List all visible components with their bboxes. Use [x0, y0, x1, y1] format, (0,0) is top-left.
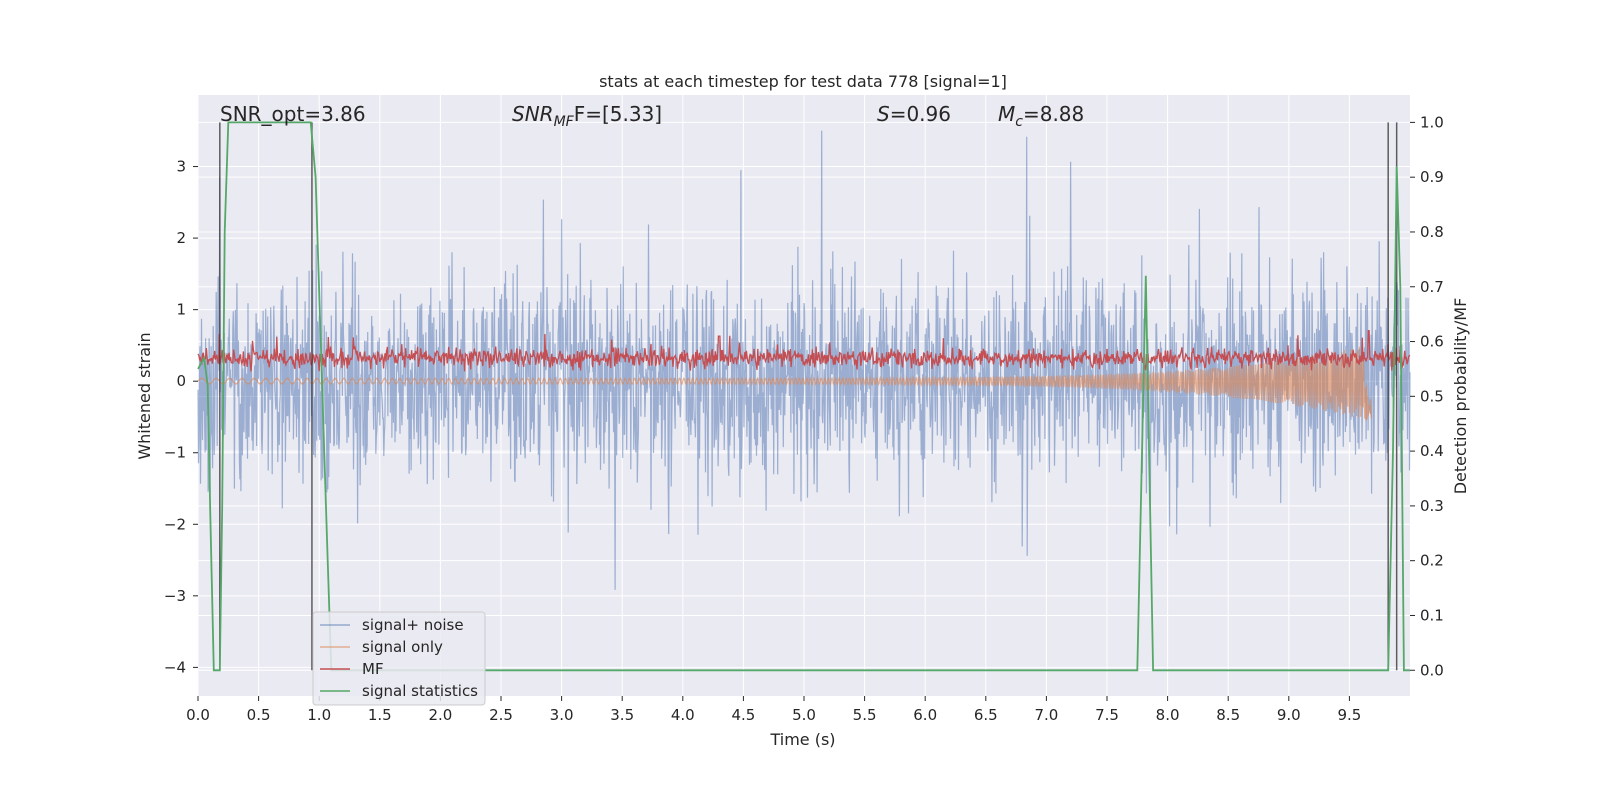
snr-mf-suffix: F=[5.33] — [574, 102, 662, 126]
y-tick-label: 1 — [176, 301, 186, 319]
x-tick-label: 9.0 — [1277, 706, 1301, 724]
x-tick-label: 4.5 — [731, 706, 755, 724]
y-tick-label: 0 — [176, 372, 186, 390]
x-tick-label: 8.5 — [1216, 706, 1240, 724]
x-tick-label: 5.0 — [792, 706, 816, 724]
legend-label: MF — [362, 660, 384, 678]
y-right-tick-label: 0.5 — [1420, 387, 1444, 405]
series-line — [197, 329, 1411, 372]
x-tick-label: 1.0 — [307, 706, 331, 724]
x-tick-label: 7.5 — [1095, 706, 1119, 724]
series-line — [197, 121, 1410, 672]
y-axis-right-ticks: 1.0 0.9 0.8 0.7 0.6 0.5 0.4 0.3 0.2 0.1 0.0 — [1410, 113, 1444, 679]
x-tick-label: 6.0 — [913, 706, 937, 724]
y-tick-label: −2 — [164, 515, 186, 533]
legend-label: signal+ noise — [362, 616, 464, 634]
y-right-tick-label: 0.6 — [1420, 333, 1444, 351]
y-tick-label: −3 — [164, 587, 186, 605]
series-line — [197, 130, 1411, 590]
y-right-tick-label: 0.3 — [1420, 497, 1444, 515]
series-line — [197, 346, 1372, 421]
s-value: =0.96 — [890, 102, 951, 126]
mc-label: M — [998, 102, 1015, 126]
series-signal-only — [197, 346, 1372, 421]
x-axis-ticks: 0.0 0.5 1.0 1.5 2.0 2.5 3.0 3.5 4.0 4.5 5.0 5.5 6.0 6… — [186, 696, 1361, 724]
legend-item-signal-only: signal only — [320, 638, 443, 656]
x-tick-label: 7.0 — [1034, 706, 1058, 724]
series-mf — [197, 329, 1411, 372]
annotations: SNR_opt=3.86 SNRMFF=[5.33] S=0.96 Mc=8.8… — [220, 102, 1084, 130]
y-right-tick-label: 1.0 — [1420, 113, 1444, 131]
annotation-snr-opt: SNR_opt=3.86 — [220, 102, 366, 126]
y-right-tick-label: 0.9 — [1420, 168, 1444, 186]
legend-box — [312, 611, 486, 706]
y-axis-ticks: 3 2 1 0 −1 −2 −3 −4 — [164, 158, 198, 676]
snr-mf-prefix: SNR — [512, 102, 554, 126]
y-right-tick-label: 0.1 — [1420, 606, 1444, 624]
chart-title: stats at each timestep for test data 778… — [599, 72, 1007, 91]
x-tick-label: 9.5 — [1337, 706, 1361, 724]
mc-value: =8.88 — [1023, 102, 1084, 126]
legend-item-signal-statistics: signal statistics — [320, 682, 478, 700]
x-tick-label: 3.0 — [550, 706, 574, 724]
y-right-tick-label: 0.7 — [1420, 278, 1444, 296]
x-tick-label: 4.0 — [671, 706, 695, 724]
x-tick-label: 3.5 — [610, 706, 634, 724]
legend-label: signal statistics — [362, 682, 478, 700]
legend-label: signal only — [362, 638, 443, 656]
mc-sub: c — [1015, 114, 1023, 130]
y-tick-label: −1 — [164, 444, 186, 462]
series-signal-noise — [197, 130, 1411, 590]
y-axis-right-label: Detection probability/MF — [1451, 298, 1470, 495]
x-tick-label: 2.0 — [428, 706, 452, 724]
legend-item-signal-noise: signal+ noise — [320, 616, 464, 634]
annotation-s: S=0.96 — [877, 102, 951, 126]
y-right-tick-label: 0.8 — [1420, 223, 1444, 241]
x-tick-label: 1.5 — [368, 706, 392, 724]
s-label: S — [877, 102, 890, 126]
snr-mf-sub: MF — [554, 114, 575, 130]
y-right-tick-label: 0.4 — [1420, 442, 1444, 460]
annotation-snr-mf: SNRMFF=[5.33] — [512, 102, 662, 130]
legend: signal+ noise signal only MF signal stat… — [312, 611, 486, 706]
y-tick-label: 3 — [176, 158, 186, 176]
series-signal-statistics — [197, 121, 1410, 672]
y-right-tick-label: 0.2 — [1420, 552, 1444, 570]
y-tick-label: −4 — [164, 658, 186, 676]
x-tick-label: 0.5 — [247, 706, 271, 724]
x-tick-label: 6.5 — [974, 706, 998, 724]
y-right-tick-label: 0.0 — [1420, 661, 1444, 679]
x-tick-label: 5.5 — [853, 706, 877, 724]
x-tick-label: 8.0 — [1156, 706, 1180, 724]
y-tick-label: 2 — [176, 229, 186, 247]
y-axis-label: Whitened strain — [135, 332, 154, 459]
legend-item-mf: MF — [320, 660, 384, 678]
annotation-mc: Mc=8.88 — [998, 102, 1084, 130]
x-tick-label: 0.0 — [186, 706, 210, 724]
x-axis-label: Time (s) — [769, 730, 835, 749]
x-tick-label: 2.5 — [489, 706, 513, 724]
